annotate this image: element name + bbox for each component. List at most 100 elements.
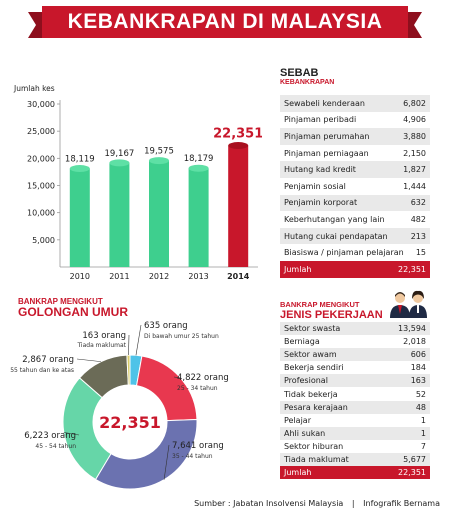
source-text: Sumber : Jabatan Insolvensi Malaysia xyxy=(194,499,344,508)
table-row: Penjamin sosial 1,444 xyxy=(280,178,430,195)
total-value: 22,351 xyxy=(398,264,426,274)
table-row: Penjamin korporat 632 xyxy=(280,194,430,212)
donut-slice xyxy=(94,419,198,490)
x-tick-label: 2010 xyxy=(70,272,90,281)
row-value: 4,906 xyxy=(403,115,426,125)
people-icon xyxy=(390,290,427,318)
row-value: 48 xyxy=(415,402,426,412)
y-tick-label: 30,000 xyxy=(27,100,55,109)
slice-sublabel: 35 - 44 tahun xyxy=(172,453,213,460)
table-row: Sewabeli kenderaan 6,802 xyxy=(280,95,430,112)
table-total-row: Jumlah 22,351 xyxy=(280,466,430,480)
slice-label: 6,223 orang xyxy=(24,431,76,441)
leader-line xyxy=(63,432,80,436)
table-row: Tidak bekerja 52 xyxy=(280,387,430,400)
leader-line xyxy=(128,334,130,356)
row-value: 3,880 xyxy=(403,131,426,141)
bar xyxy=(149,160,169,267)
row-label: Sewabeli kenderaan xyxy=(284,98,365,108)
slice-label: 635 orang xyxy=(144,321,188,331)
total-value: 22,351 xyxy=(398,468,426,478)
table-row: Pinjaman perumahan 3,880 xyxy=(280,128,430,145)
table-row: Pinjaman peribadi 4,906 xyxy=(280,112,430,129)
slice-label: 2,867 orang xyxy=(22,355,74,365)
slice-sublabel: 25 - 34 tahun xyxy=(177,385,218,392)
credit-text: Infografik Bernama xyxy=(363,499,440,508)
row-label: Sektor swasta xyxy=(284,324,341,334)
bar-chart: Jumlah kes 30,000 25,000 20,000 15,000 10,000… xyxy=(13,84,262,281)
row-value: 2,150 xyxy=(403,148,426,158)
table-row: Keberhutangan yang lain 482 xyxy=(280,211,430,228)
row-label: Biasiswa / pinjaman pelajaran xyxy=(284,248,404,258)
bar-cap xyxy=(188,164,209,172)
data-label: 22,351 xyxy=(213,127,262,142)
bar xyxy=(188,168,209,267)
row-label: Penjamin sosial xyxy=(284,181,346,191)
slice-sublabel: 55 tahun dan ke atas xyxy=(10,367,74,374)
jobs-title-line2: JENIS PEKERJAAN xyxy=(280,309,383,321)
table-row: Bekerja sendiri 184 xyxy=(280,361,430,374)
row-value: 1,444 xyxy=(403,181,426,191)
row-label: Berniaga xyxy=(284,337,320,347)
bar xyxy=(69,168,90,267)
table-row: Sektor swasta 13,594 xyxy=(280,322,430,336)
y-tick-label: 5,000 xyxy=(32,236,55,245)
row-label: Profesional xyxy=(284,376,328,386)
y-tick-label: 20,000 xyxy=(27,154,55,163)
row-label: Pinjaman peribadi xyxy=(284,115,357,125)
bar-cap xyxy=(109,159,130,167)
row-label: Bekerja sendiri xyxy=(284,363,344,373)
x-tick-label: 2013 xyxy=(188,272,208,281)
jobs-table: Sektor swasta 13,594 Berniaga 2,018 Sektor a… xyxy=(280,322,430,480)
row-value: 5,677 xyxy=(403,454,426,464)
donut-slice xyxy=(62,377,112,481)
row-label: Tiada maklumat xyxy=(284,454,349,464)
row-value: 213 xyxy=(410,231,426,241)
x-tick-label: 2011 xyxy=(109,272,129,281)
donut-center-label: 22,351 xyxy=(99,413,161,432)
page-title: KEBANKRAPAN DI MALAYSIA xyxy=(67,10,383,33)
table-row: Hutang kad kredit 1,827 xyxy=(280,161,430,178)
row-label: Pesara kerajaan xyxy=(284,402,348,412)
table-row: Biasiswa / pinjaman pelajaran 15 xyxy=(280,244,430,261)
y-tick-label: 15,000 xyxy=(27,182,55,191)
row-value: 13,594 xyxy=(398,324,426,334)
table-row: Hutang cukai pendapatan 213 xyxy=(280,227,430,245)
row-label: Sektor hiburan xyxy=(284,441,344,451)
slice-sublabel: Tiada maklumat xyxy=(76,342,126,349)
row-value: 1,827 xyxy=(403,165,426,175)
slice-label: 7,641 orang xyxy=(172,441,224,451)
table-total-row: Jumlah 22,351 xyxy=(280,260,430,278)
causes-table: Sewabeli kenderaan 6,802 Pinjaman peribadi… xyxy=(280,95,430,278)
row-value: 2,018 xyxy=(403,337,426,347)
donut-hole xyxy=(94,386,166,458)
bar-cap xyxy=(228,142,249,150)
y-axis-label: Jumlah kes xyxy=(13,84,55,93)
leader-line xyxy=(163,444,170,480)
data-label: 19,167 xyxy=(105,149,135,159)
jobs-title-line1: BANKRAP MENGIKUT xyxy=(280,300,360,309)
bar xyxy=(109,162,130,267)
row-value: 7 xyxy=(420,441,426,451)
row-label: Pelajar xyxy=(284,415,311,425)
total-label: Jumlah xyxy=(284,468,312,478)
data-label: 18,179 xyxy=(184,154,214,164)
x-tick-label: 2014 xyxy=(227,272,250,281)
bar xyxy=(228,145,249,267)
row-value: 163 xyxy=(410,376,426,386)
row-value: 632 xyxy=(410,198,426,208)
footer-separator: | xyxy=(351,499,355,508)
leader-line xyxy=(76,358,101,362)
row-label: Tidak bekerja xyxy=(284,389,338,399)
row-value: 482 xyxy=(410,214,426,224)
data-label: 19,575 xyxy=(144,147,174,157)
row-label: Hutang cukai pendapatan xyxy=(284,231,388,241)
y-tick-label: 25,000 xyxy=(27,127,55,136)
bar-cap xyxy=(69,165,90,173)
row-value: 6,802 xyxy=(403,98,426,108)
data-label: 18,119 xyxy=(65,155,95,165)
row-value: 15 xyxy=(415,248,426,258)
leader-line xyxy=(135,324,142,356)
table-row: Ahli sukan 1 xyxy=(280,426,430,440)
causes-title-line1: SEBAB xyxy=(280,67,319,79)
